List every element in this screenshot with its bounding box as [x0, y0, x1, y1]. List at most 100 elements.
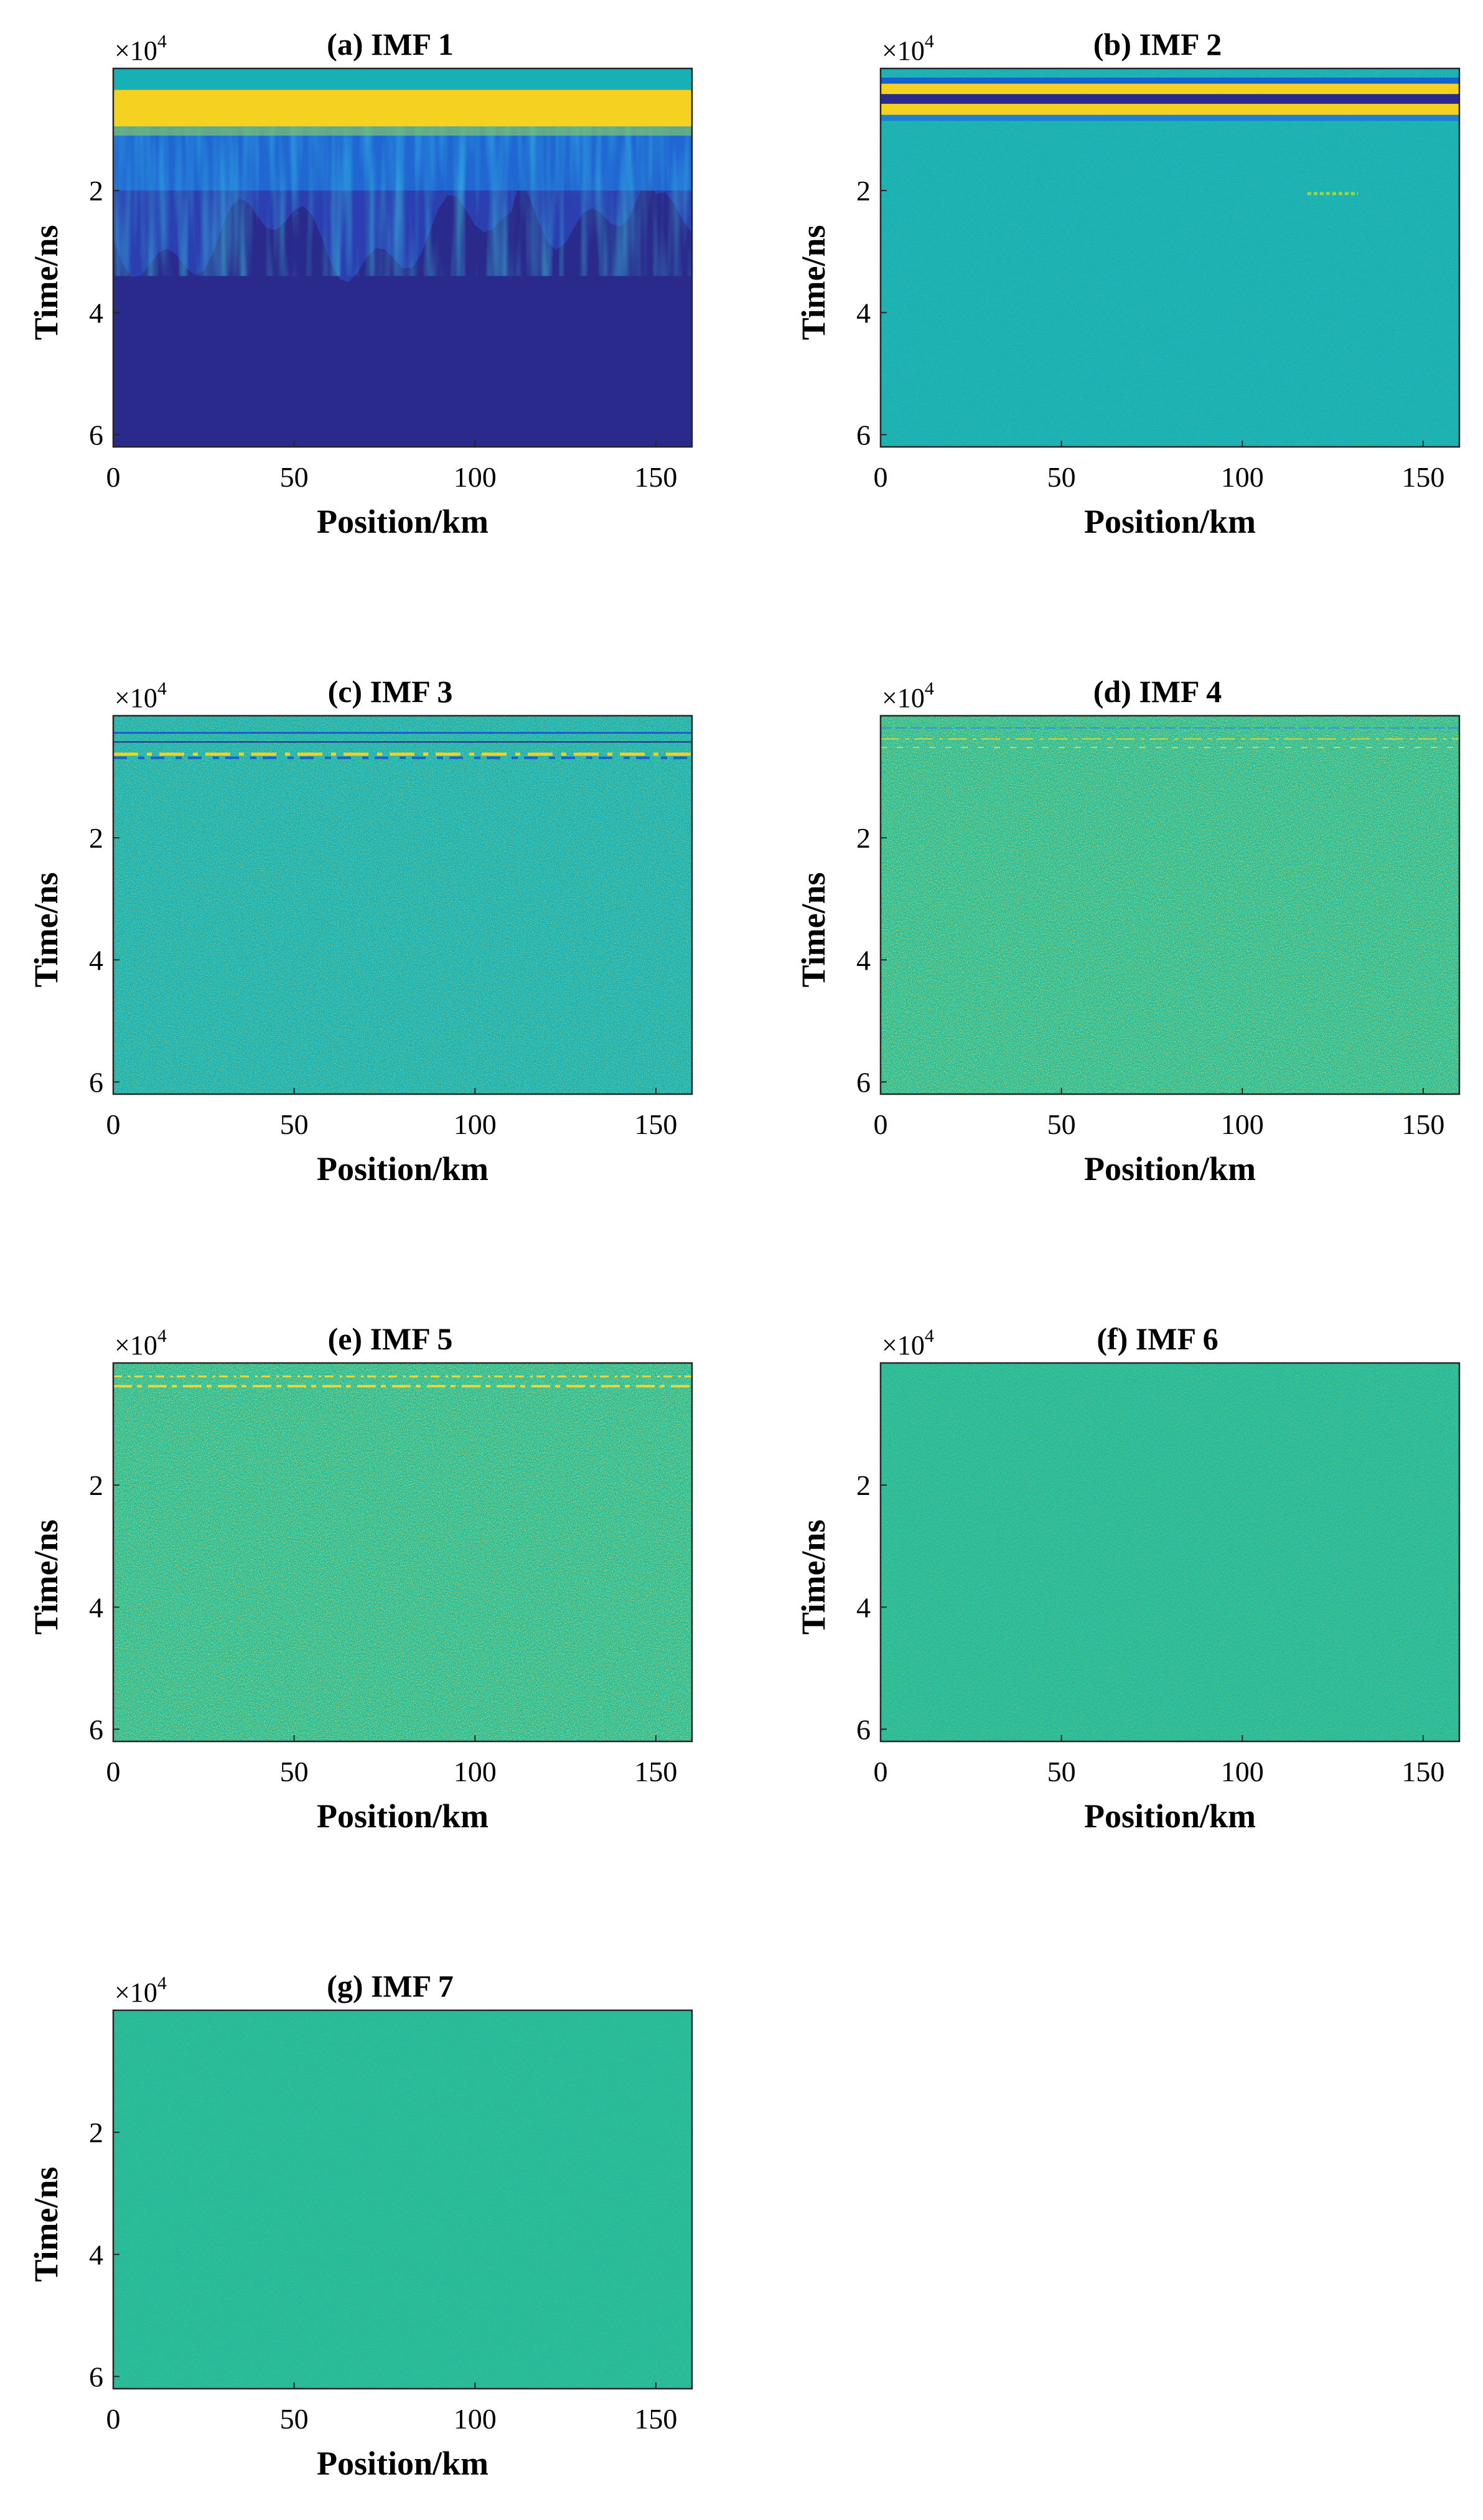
panel-e: (e) IMF 5 ×104 0 50 100 150 2 4 6 Position/km Time… [27, 1321, 693, 1835]
axes-frame [879, 714, 1461, 1095]
x-tick-label: 100 [1221, 461, 1264, 493]
y-tick-label: 2 [89, 1469, 103, 1501]
heatmap-field [881, 716, 1459, 1094]
band-blue-1 [881, 77, 1459, 84]
x-tick-label: 150 [634, 461, 677, 493]
band-yellow-2 [881, 103, 1459, 115]
x-tick-label: 50 [1047, 1756, 1076, 1787]
y-exponent-label: ×104 [115, 1973, 167, 2008]
x-tick-label: 0 [874, 461, 888, 493]
y-tick-label: 2 [89, 175, 103, 207]
x-tick-label: 50 [280, 1756, 309, 1787]
x-tick-label: 150 [634, 1756, 677, 1787]
x-tick-label: 150 [1401, 1756, 1444, 1787]
y-exponent-label: ×104 [882, 1326, 934, 1361]
band-dark-1 [881, 94, 1459, 104]
y-tick-label: 4 [856, 297, 871, 329]
y-tick-label: 4 [89, 1591, 103, 1623]
axes-frame [879, 1362, 1461, 1743]
y-exponent-label: ×104 [115, 1326, 167, 1361]
top-teal-band [113, 68, 692, 90]
x-tick-label: 100 [454, 461, 497, 493]
noise-texture [881, 1363, 1459, 1741]
heatmap-field [113, 68, 692, 447]
y-tick-label: 6 [856, 1066, 871, 1098]
x-axis-label: Position/km [317, 1150, 489, 1187]
band-yellow-1 [881, 83, 1459, 95]
panel-g: (g) IMF 7 ×104 0 50 100 150 2 4 6 Position/km Time… [27, 1969, 693, 2482]
noise-texture [113, 716, 692, 1094]
y-tick-label: 2 [856, 822, 871, 854]
axes-frame [879, 67, 1461, 448]
x-tick-label: 0 [874, 1108, 888, 1140]
noise-texture [881, 716, 1459, 1094]
x-axis-label: Position/km [1084, 503, 1256, 540]
panel-title: (g) IMF 7 [327, 1969, 454, 2003]
noise-texture [881, 68, 1459, 447]
panel-title: (a) IMF 1 [327, 27, 454, 62]
y-axis-label: Time/ns [27, 225, 65, 340]
y-tick-label: 6 [856, 419, 871, 451]
x-tick-label: 100 [454, 1756, 497, 1787]
axes-frame [112, 714, 693, 1095]
noise-texture [113, 1363, 692, 1741]
y-axis-label: Time/ns [795, 225, 832, 340]
y-exponent-label: ×104 [882, 678, 934, 713]
x-axis-label: Position/km [317, 503, 489, 540]
panel-c: (c) IMF 3 ×104 0 50 100 150 2 4 6 Position/km Time… [27, 674, 693, 1187]
x-tick-label: 100 [1221, 1108, 1264, 1140]
y-tick-label: 2 [89, 2117, 103, 2148]
x-tick-label: 50 [280, 2403, 309, 2435]
x-tick-label: 100 [454, 2403, 497, 2435]
x-tick-label: 0 [106, 1108, 121, 1140]
axes-frame [112, 2009, 693, 2390]
heatmap-field [881, 1363, 1459, 1741]
y-tick-label: 4 [856, 1591, 871, 1623]
axes-frame [112, 67, 693, 448]
x-tick-label: 150 [634, 1108, 677, 1140]
y-tick-label: 4 [89, 2239, 103, 2270]
x-tick-label: 100 [454, 1108, 497, 1140]
y-tick-label: 6 [89, 1713, 103, 1745]
heatmap-field [113, 716, 692, 1094]
y-tick-label: 2 [856, 175, 871, 207]
band-blue-2 [881, 115, 1459, 121]
y-tick-label: 4 [89, 297, 103, 329]
x-axis-label: Position/km [1084, 1150, 1256, 1187]
y-axis-label: Time/ns [795, 1519, 832, 1634]
y-axis-label: Time/ns [27, 1519, 65, 1634]
y-exponent-label: ×104 [882, 31, 934, 66]
panel-a: (a) IMF 1 ×104 0 50 100 150 2 4 6 Position/km Time… [27, 27, 693, 540]
axes-frame [112, 1362, 693, 1743]
x-tick-label: 50 [1047, 1108, 1076, 1140]
x-tick-label: 50 [280, 461, 309, 493]
x-tick-label: 0 [106, 2403, 121, 2435]
x-tick-label: 150 [1401, 461, 1444, 493]
x-tick-label: 0 [106, 1756, 121, 1787]
x-tick-label: 0 [874, 1756, 888, 1787]
x-tick-label: 50 [280, 1108, 309, 1140]
y-tick-label: 2 [89, 822, 103, 854]
yellow-fade-band [113, 126, 692, 136]
y-tick-label: 4 [856, 944, 871, 976]
x-tick-label: 150 [1401, 1108, 1444, 1140]
x-tick-label: 100 [1221, 1756, 1264, 1787]
x-tick-label: 50 [1047, 461, 1076, 493]
x-tick-label: 0 [106, 461, 121, 493]
panel-title: (e) IMF 5 [328, 1321, 453, 1356]
x-axis-label: Position/km [1084, 1797, 1256, 1835]
panel-title: (f) IMF 6 [1097, 1321, 1218, 1356]
y-axis-label: Time/ns [27, 872, 65, 987]
y-tick-label: 6 [89, 419, 103, 451]
noise-texture [113, 2010, 692, 2389]
heatmap-field [113, 2010, 692, 2389]
panel-b: (b) IMF 2 ×104 0 50 100 150 2 4 6 Position/km Time… [795, 27, 1461, 540]
y-exponent-label: ×104 [115, 31, 167, 66]
y-tick-label: 6 [89, 2361, 103, 2392]
y-axis-label: Time/ns [27, 2166, 65, 2282]
heatmap-field [881, 68, 1459, 447]
panel-title: (d) IMF 4 [1093, 674, 1222, 709]
y-tick-label: 6 [89, 1066, 103, 1098]
panel-title: (b) IMF 2 [1093, 27, 1222, 62]
